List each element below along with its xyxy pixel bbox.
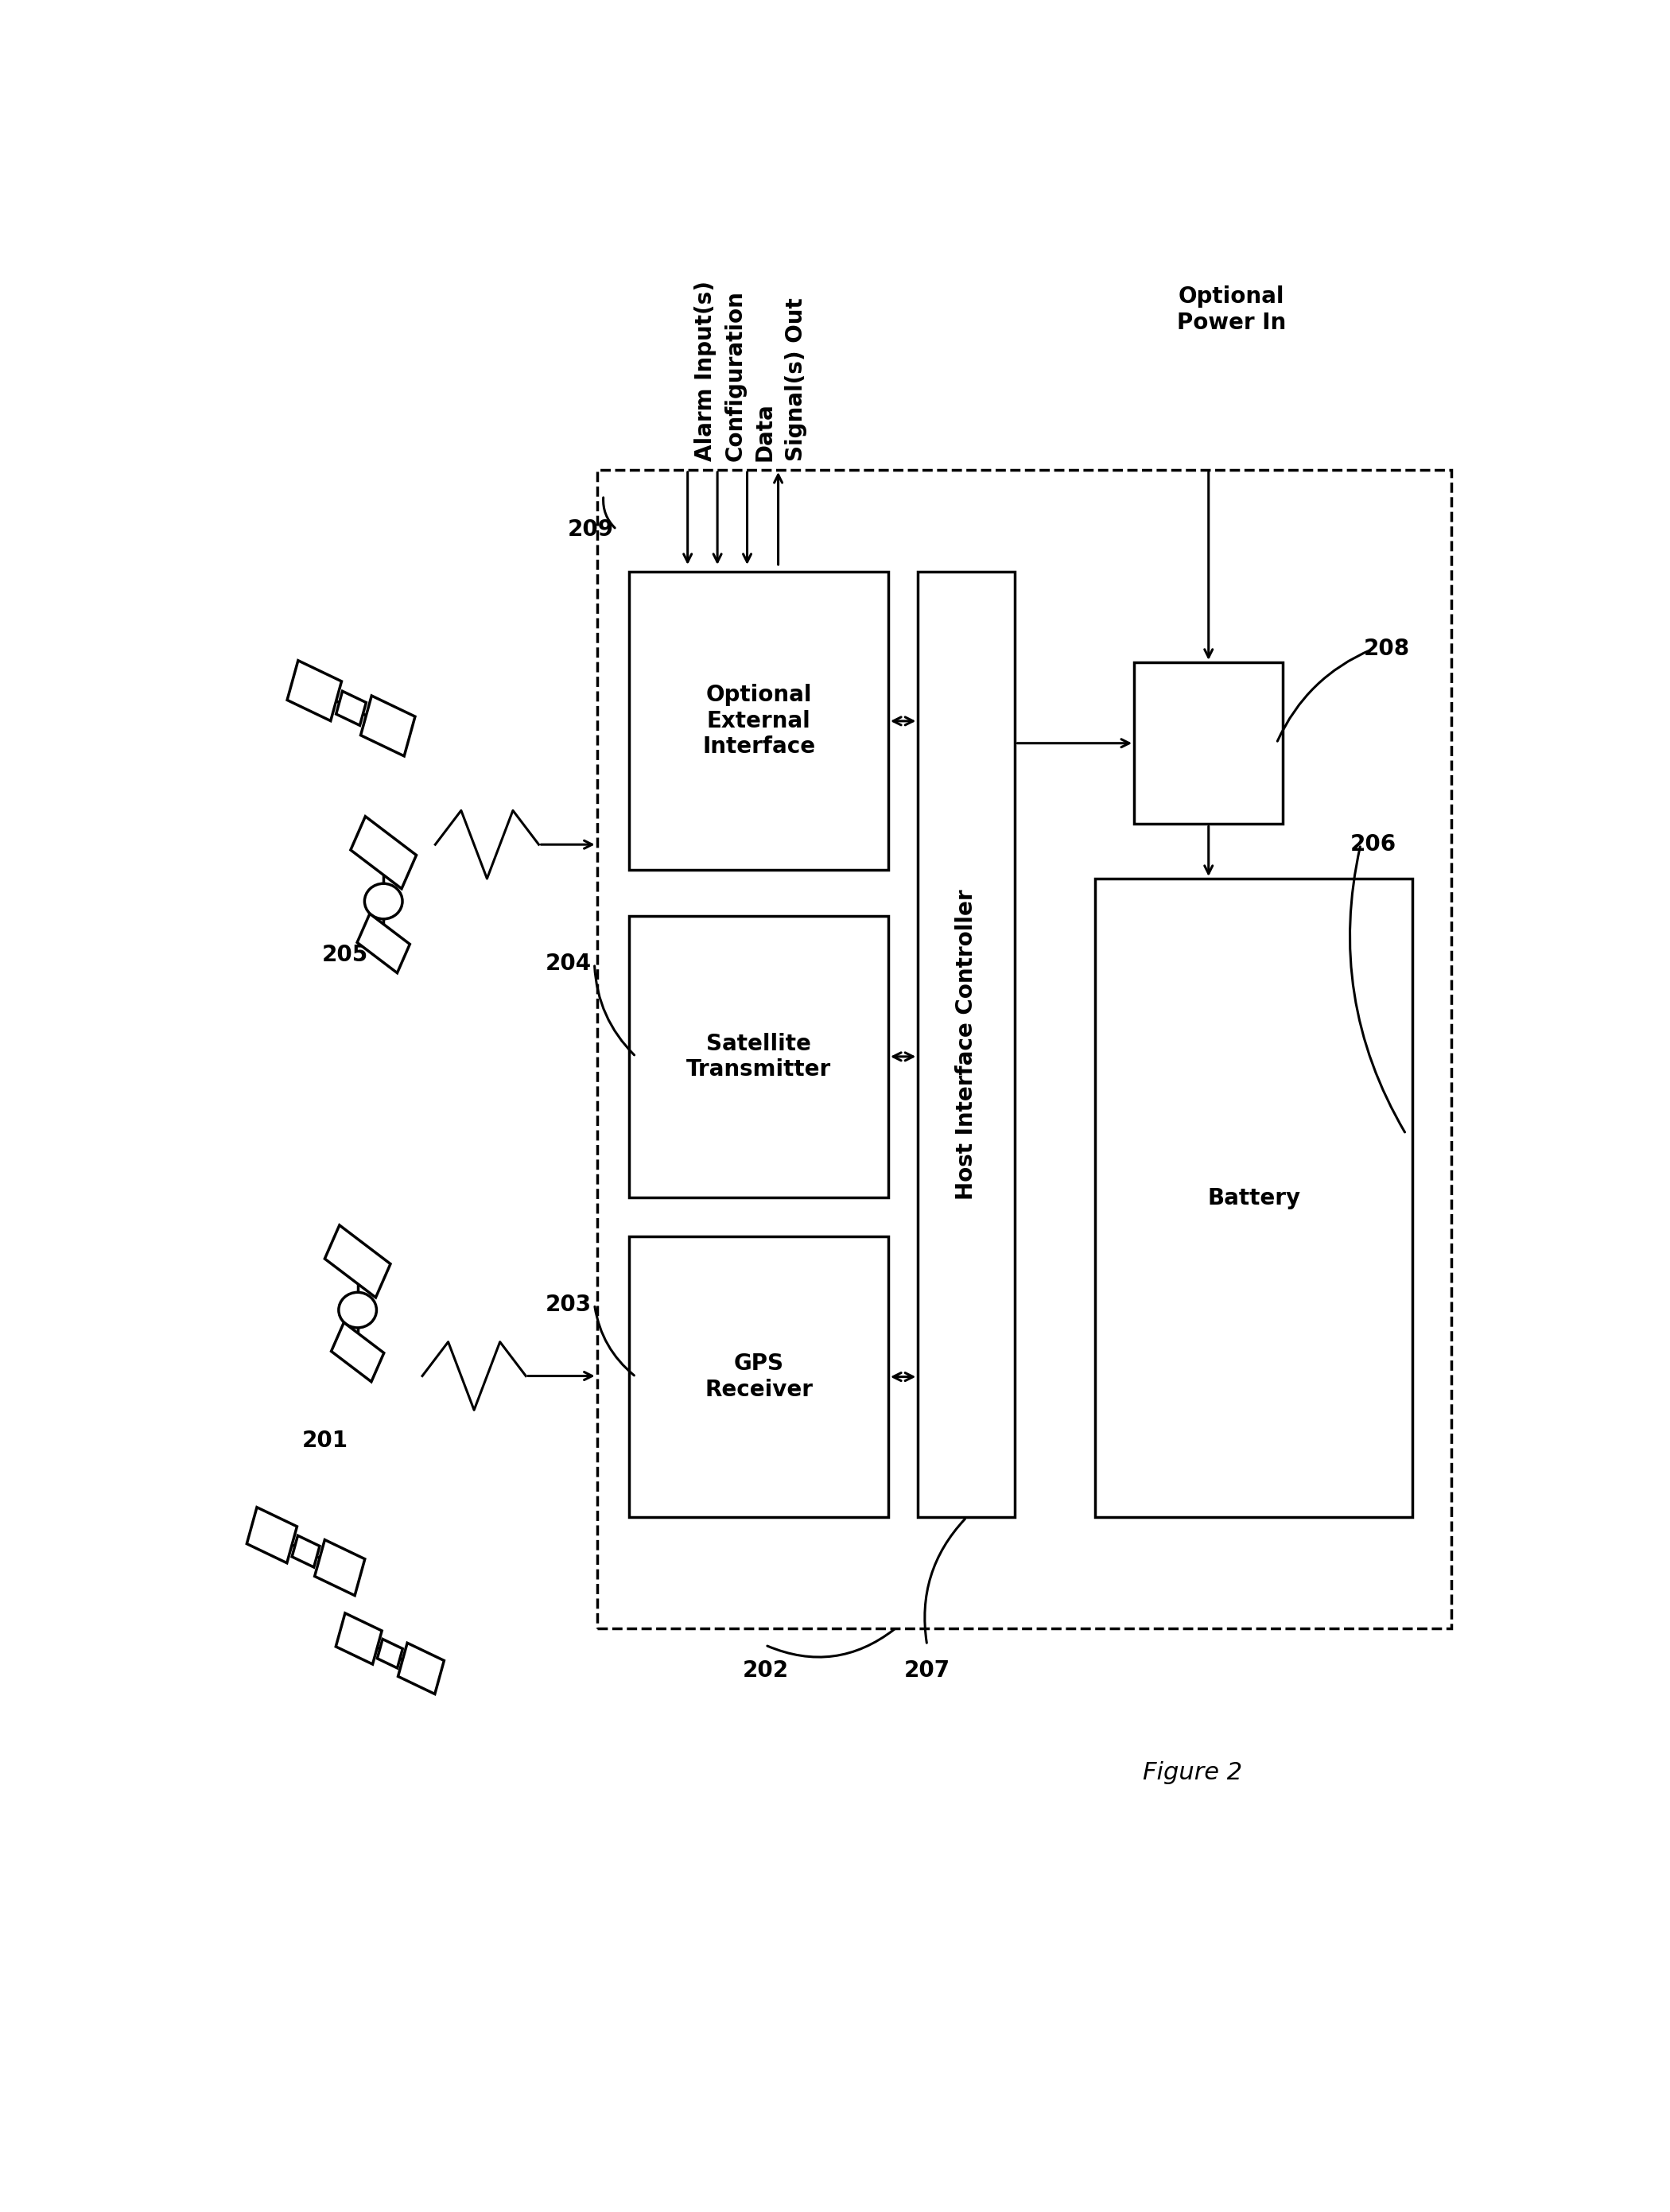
- Text: Optional
External
Interface: Optional External Interface: [703, 684, 815, 759]
- Polygon shape: [397, 1644, 444, 1694]
- FancyBboxPatch shape: [630, 573, 888, 869]
- Text: 205: 205: [322, 945, 367, 967]
- Text: Signal(s) Out: Signal(s) Out: [785, 299, 807, 462]
- Polygon shape: [292, 1535, 319, 1566]
- Polygon shape: [377, 1639, 402, 1668]
- Text: 203: 203: [546, 1294, 591, 1316]
- Text: 208: 208: [1363, 637, 1409, 659]
- Text: Host Interface Controller: Host Interface Controller: [955, 889, 977, 1199]
- FancyBboxPatch shape: [1096, 878, 1413, 1517]
- Polygon shape: [351, 816, 416, 889]
- Ellipse shape: [339, 1292, 376, 1327]
- FancyBboxPatch shape: [630, 916, 888, 1197]
- Text: GPS
Receiver: GPS Receiver: [705, 1354, 813, 1400]
- Polygon shape: [287, 661, 342, 721]
- FancyBboxPatch shape: [630, 1237, 888, 1517]
- Text: Figure 2: Figure 2: [1142, 1761, 1242, 1785]
- Text: 209: 209: [568, 518, 613, 540]
- Polygon shape: [324, 1225, 391, 1298]
- Polygon shape: [247, 1506, 297, 1564]
- Polygon shape: [336, 1613, 382, 1663]
- Polygon shape: [357, 914, 409, 973]
- Ellipse shape: [364, 883, 402, 918]
- Text: Alarm Input(s): Alarm Input(s): [695, 281, 716, 462]
- Polygon shape: [361, 697, 416, 757]
- Text: 206: 206: [1351, 834, 1396, 856]
- Text: Satellite
Transmitter: Satellite Transmitter: [686, 1033, 832, 1082]
- Text: Data: Data: [753, 403, 777, 462]
- Text: 204: 204: [546, 953, 591, 975]
- Text: Configuration: Configuration: [723, 290, 746, 462]
- Text: 202: 202: [741, 1659, 788, 1681]
- Text: Optional
Power In: Optional Power In: [1177, 285, 1286, 334]
- Text: 201: 201: [302, 1429, 349, 1451]
- Polygon shape: [331, 1323, 384, 1382]
- Text: 207: 207: [903, 1659, 950, 1681]
- FancyBboxPatch shape: [1134, 661, 1283, 825]
- Text: Battery: Battery: [1207, 1188, 1301, 1210]
- Polygon shape: [314, 1540, 364, 1595]
- FancyBboxPatch shape: [918, 573, 1015, 1517]
- Polygon shape: [336, 690, 366, 726]
